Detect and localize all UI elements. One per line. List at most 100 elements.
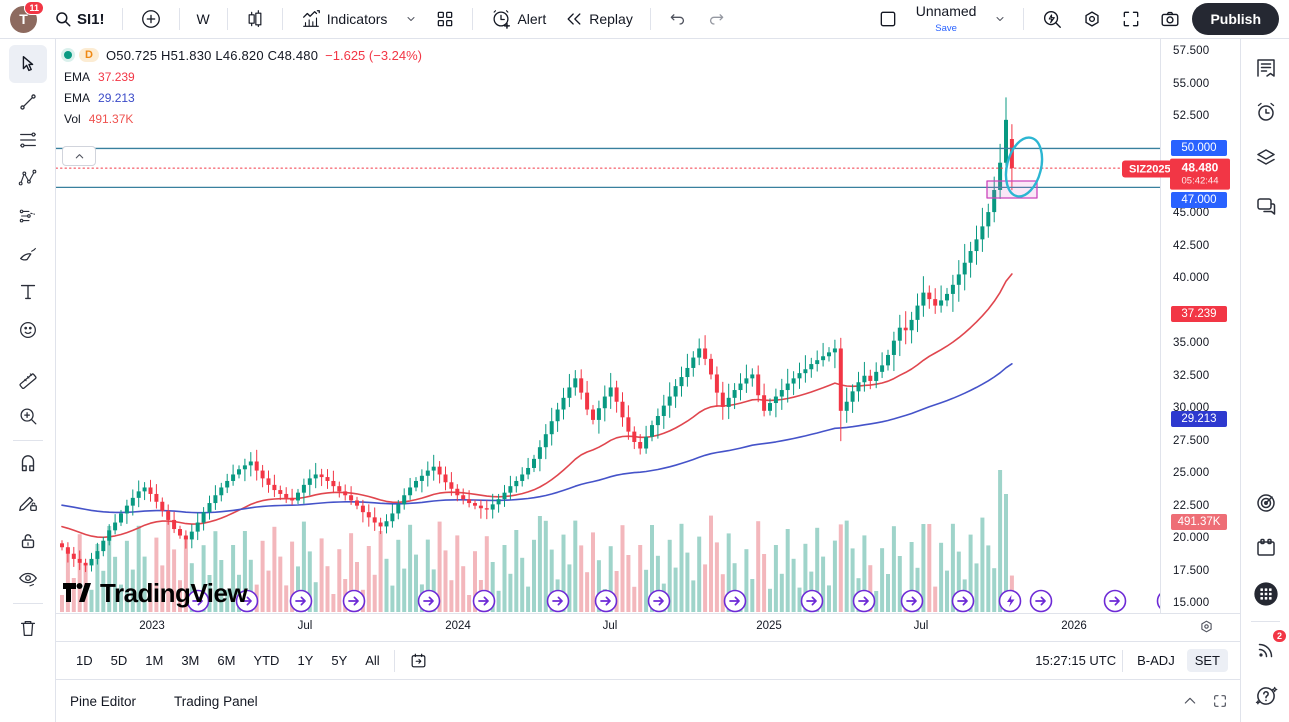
contract-rollover-marker[interactable] bbox=[546, 589, 570, 613]
ema-2-legend-row[interactable]: EMA 29.213 bbox=[64, 92, 422, 104]
contract-rollover-marker[interactable] bbox=[594, 589, 618, 613]
range-button-3m[interactable]: 3M bbox=[181, 653, 200, 668]
contract-rollover-marker[interactable] bbox=[342, 589, 366, 613]
contract-rollover-marker[interactable] bbox=[186, 589, 210, 613]
chart-canvas[interactable] bbox=[55, 39, 1180, 613]
adjustment-toggle[interactable]: B-ADJ bbox=[1137, 653, 1175, 668]
contract-rollover-marker[interactable] bbox=[951, 589, 975, 613]
range-button-5y[interactable]: 5Y bbox=[331, 653, 348, 668]
help-button[interactable] bbox=[1251, 681, 1281, 711]
symbol-search-button[interactable]: SI1! bbox=[47, 6, 112, 32]
range-button-6m[interactable]: 6M bbox=[217, 653, 236, 668]
contract-rollover-marker[interactable] bbox=[647, 589, 671, 613]
watchlist-button[interactable] bbox=[1251, 53, 1281, 83]
goto-date-button[interactable] bbox=[401, 647, 436, 674]
trash-icon bbox=[17, 617, 39, 639]
magnet-mode-button[interactable] bbox=[9, 446, 47, 484]
time-axis[interactable]: 2023 Jul 2024 Jul 2025 Jul 2026 bbox=[56, 613, 1240, 641]
range-button-1y[interactable]: 1Y bbox=[297, 653, 314, 668]
measure-tool-button[interactable] bbox=[9, 359, 47, 397]
range-button-ytd[interactable]: YTD bbox=[253, 653, 280, 668]
contract-rollover-marker[interactable] bbox=[1103, 589, 1127, 613]
contract-rollover-marker[interactable] bbox=[235, 589, 259, 613]
chart-style-button[interactable] bbox=[238, 5, 272, 33]
contract-rollover-marker[interactable] bbox=[417, 589, 441, 613]
contract-rollover-marker[interactable] bbox=[1029, 589, 1053, 613]
maximize-panel-icon[interactable] bbox=[1212, 693, 1228, 709]
brush-tool-button[interactable] bbox=[9, 235, 47, 273]
stay-drawing-mode-button[interactable] bbox=[9, 484, 47, 522]
fullscreen-button[interactable] bbox=[1114, 5, 1148, 33]
last-price-label: 48.480 05:42:44 bbox=[1170, 158, 1230, 190]
chat-button[interactable] bbox=[1251, 191, 1281, 221]
projection-tool-button[interactable] bbox=[9, 197, 47, 235]
undo-button[interactable] bbox=[661, 5, 695, 33]
indicator-templates-chevron[interactable] bbox=[398, 9, 424, 29]
interval-button[interactable]: W bbox=[190, 7, 217, 31]
price-axis[interactable]: 57.500 55.000 52.500 45.000 42.500 40.000 35.0… bbox=[1160, 39, 1240, 613]
user-avatar[interactable]: T 11 bbox=[10, 0, 44, 33]
expand-panel-chevron[interactable] bbox=[1182, 693, 1198, 709]
divider bbox=[649, 8, 651, 30]
range-button-1m[interactable]: 1M bbox=[145, 653, 164, 668]
fib-retracement-tool-button[interactable] bbox=[9, 121, 47, 159]
range-button-1d[interactable]: 1D bbox=[76, 653, 93, 668]
remove-objects-button[interactable] bbox=[9, 609, 47, 647]
contract-rollover-marker[interactable] bbox=[472, 589, 496, 613]
drawings bbox=[55, 136, 1161, 199]
cursor-tool-button[interactable] bbox=[8, 45, 47, 83]
settings-button[interactable] bbox=[1074, 4, 1110, 34]
quick-search-button[interactable] bbox=[1034, 4, 1070, 34]
contract-rollover-marker[interactable] bbox=[800, 589, 824, 613]
layout-chevron[interactable] bbox=[987, 9, 1013, 29]
alert-label: Alert bbox=[517, 11, 547, 27]
hide-drawings-button[interactable] bbox=[9, 560, 47, 598]
layout-select-button[interactable] bbox=[871, 5, 905, 33]
contract-rollover-marker[interactable] bbox=[289, 589, 313, 613]
replay-button[interactable]: Replay bbox=[557, 5, 640, 33]
contract-rollover-marker[interactable] bbox=[852, 589, 876, 613]
emoji-tool-button[interactable] bbox=[9, 311, 47, 349]
lock-drawings-button[interactable] bbox=[9, 522, 47, 560]
pattern-tool-button[interactable] bbox=[9, 159, 47, 197]
trend-line-tool-button[interactable] bbox=[9, 83, 47, 121]
contract-rollover-marker[interactable] bbox=[723, 589, 747, 613]
indicators-button[interactable]: Indicators bbox=[293, 4, 395, 34]
screener-button[interactable] bbox=[1251, 488, 1281, 518]
calendar-button[interactable] bbox=[1251, 533, 1281, 563]
range-button-all[interactable]: All bbox=[365, 653, 380, 668]
zoom-in-tool-button[interactable] bbox=[9, 397, 47, 435]
chart-plot-area[interactable] bbox=[55, 39, 1180, 613]
ema-blue-label: 29.213 bbox=[1171, 411, 1227, 427]
text-tool-button[interactable] bbox=[9, 273, 47, 311]
alert-button[interactable]: Alert bbox=[483, 4, 553, 34]
redo-button[interactable] bbox=[699, 5, 733, 33]
compare-add-button[interactable] bbox=[133, 4, 169, 34]
market-status-dot[interactable] bbox=[64, 51, 72, 59]
streams-button[interactable]: 2 bbox=[1251, 629, 1287, 665]
tab-pine-editor[interactable]: Pine Editor bbox=[70, 693, 137, 709]
save-layout-button[interactable]: Unnamed Save bbox=[909, 0, 984, 38]
contract-rollover-marker[interactable] bbox=[900, 589, 924, 613]
contract-expiry-marker[interactable] bbox=[998, 589, 1022, 613]
object-tree-button[interactable] bbox=[1251, 143, 1281, 173]
delayed-data-badge[interactable]: D bbox=[79, 48, 99, 62]
volume-legend-row[interactable]: Vol 491.37K bbox=[64, 113, 422, 125]
axis-settings-gear-icon[interactable] bbox=[1198, 618, 1215, 638]
divider bbox=[393, 649, 395, 672]
more-apps-button[interactable] bbox=[1251, 579, 1281, 609]
publish-button[interactable]: Publish bbox=[1192, 3, 1279, 35]
clock-display[interactable]: 15:27:15 UTC bbox=[1035, 653, 1117, 668]
fullscreen-icon bbox=[1121, 9, 1141, 29]
tab-trading-panel[interactable]: Trading Panel bbox=[174, 693, 258, 709]
ema-100-line bbox=[61, 362, 1013, 514]
ema-1-legend-row[interactable]: EMA 37.239 bbox=[64, 71, 422, 83]
multichart-layout-button[interactable] bbox=[428, 5, 462, 33]
snapshot-button[interactable] bbox=[1152, 4, 1188, 34]
forecast-icon bbox=[17, 205, 39, 227]
session-toggle[interactable]: SET bbox=[1186, 649, 1228, 672]
alerts-panel-button[interactable] bbox=[1251, 97, 1281, 127]
price-tick: 52.500 bbox=[1173, 110, 1210, 122]
collapse-legend-button[interactable] bbox=[62, 146, 96, 166]
range-button-5d[interactable]: 5D bbox=[110, 653, 128, 668]
